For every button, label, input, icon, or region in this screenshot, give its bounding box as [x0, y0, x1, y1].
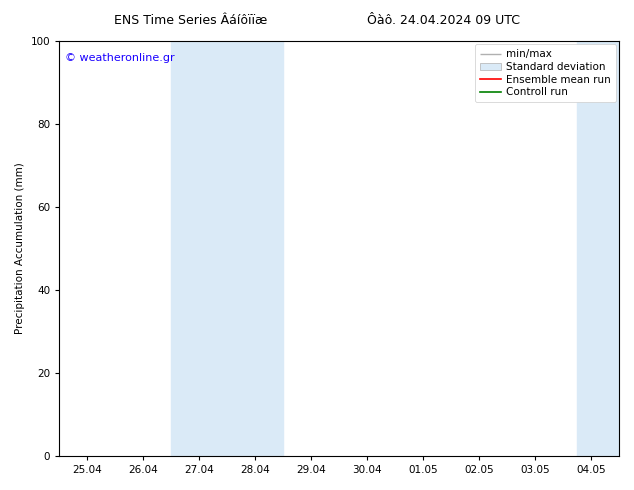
- Legend: min/max, Standard deviation, Ensemble mean run, Controll run: min/max, Standard deviation, Ensemble me…: [475, 44, 616, 102]
- Y-axis label: Precipitation Accumulation (mm): Precipitation Accumulation (mm): [15, 163, 25, 334]
- Bar: [171, 41, 283, 456]
- Text: Ôàô. 24.04.2024 09 UTC: Ôàô. 24.04.2024 09 UTC: [367, 14, 521, 27]
- Text: © weatheronline.gr: © weatheronline.gr: [65, 53, 174, 64]
- Text: ENS Time Series Âáíôïïæ: ENS Time Series Âáíôïïæ: [113, 14, 267, 27]
- Bar: [577, 41, 619, 456]
